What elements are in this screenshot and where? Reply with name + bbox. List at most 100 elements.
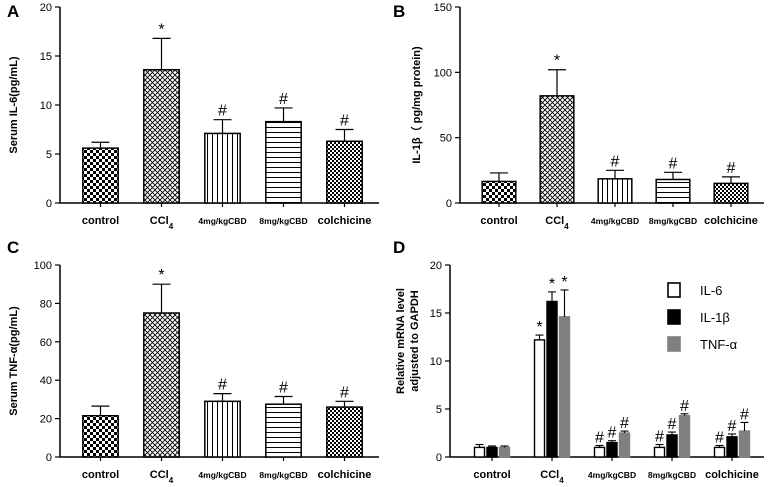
legend-swatch: [667, 309, 681, 325]
y-tick-label: 0: [46, 198, 52, 210]
category-label: colchicine: [318, 215, 372, 227]
y-tick-label: 10: [430, 356, 442, 368]
panel-a: A 0 5 10 15 20 control CCl4 4mg/kgCBD 8mg/kgCBD co…: [7, 2, 379, 231]
bar: [143, 312, 180, 458]
category-label: 4mg/kgCBD: [198, 216, 246, 226]
y-tick-label: 50: [440, 133, 452, 145]
significance-mark: *: [158, 267, 164, 284]
category-label: colchicine: [318, 469, 372, 481]
y-tick-label: 40: [40, 375, 52, 387]
bar: [655, 178, 691, 204]
category-label: 4mg/kgCBD: [588, 470, 636, 480]
category-label: 8mg/kgCBD: [259, 470, 307, 480]
y-tick-label: 20: [430, 260, 442, 272]
category-label: 8mg/kgCBD: [649, 216, 697, 226]
significance-mark: #: [680, 398, 689, 415]
significance-mark: #: [340, 384, 349, 401]
panel-letter: A: [7, 2, 19, 21]
significance-mark: #: [340, 113, 349, 130]
y-axis-label: Serum TNF-α(pg/mL): [8, 306, 20, 416]
bar: [738, 430, 751, 458]
y-tick-label: 5: [46, 149, 52, 161]
y-tick-label: 100: [434, 67, 452, 79]
category-label: control: [82, 215, 119, 227]
significance-mark: #: [669, 155, 678, 172]
category-label: control: [480, 215, 517, 227]
bar: [481, 180, 517, 204]
significance-mark: *: [549, 276, 555, 293]
bar: [265, 120, 302, 204]
significance-mark: #: [727, 160, 736, 177]
legend-label: TNF-α: [700, 337, 738, 352]
legend-swatch: [667, 336, 681, 352]
significance-mark: *: [554, 53, 560, 70]
y-axis-label: IL-1β（ pg/mg protein): [410, 46, 423, 164]
category-label: 4mg/kgCBD: [591, 216, 639, 226]
significance-mark: #: [595, 429, 604, 446]
category-label: 8mg/kgCBD: [259, 216, 307, 226]
bar: [204, 132, 241, 204]
bar: [726, 436, 738, 458]
y-tick-label: 150: [434, 2, 452, 14]
panel-letter: B: [393, 2, 405, 21]
y-axis-label: adjusted to GAPDH: [409, 290, 421, 392]
bar: [539, 95, 575, 204]
category-label: 4mg/kgCBD: [198, 470, 246, 480]
y-axis-label: Relative mRNA level: [395, 288, 407, 394]
category-label: CCl4: [150, 215, 174, 231]
category-label: CCl4: [540, 469, 564, 485]
bar: [533, 339, 546, 458]
bar: [326, 140, 363, 204]
bar: [473, 446, 486, 458]
category-label: CCl4: [150, 469, 174, 485]
bar: [143, 68, 180, 204]
significance-mark: #: [620, 415, 629, 432]
bar: [326, 406, 363, 458]
significance-mark: #: [740, 406, 749, 423]
y-tick-label: 80: [40, 298, 52, 310]
y-tick-label: 20: [40, 2, 52, 14]
panel-c: C 0 20 40 60 80 100 control CCl4 4mg/kgCBD 8mg/kgC…: [7, 238, 379, 485]
category-label: CCl4: [545, 215, 569, 231]
y-tick-label: 0: [46, 452, 52, 464]
y-tick-label: 15: [430, 308, 442, 320]
bar: [653, 446, 666, 458]
legend-swatch: [667, 282, 681, 298]
panel-b: B 0 50 100 150 control CCl4 4mg/kgCBD 8mg/kgCBD c…: [393, 2, 764, 231]
bar: [713, 446, 726, 458]
bar: [82, 414, 119, 458]
category-label: colchicine: [705, 469, 759, 481]
bar: [558, 316, 571, 458]
y-axis-label: Serum IL-6(pg/mL): [8, 56, 20, 154]
significance-mark: *: [561, 274, 567, 291]
significance-mark: *: [158, 21, 164, 38]
bar: [666, 434, 678, 458]
panel-letter: C: [7, 238, 19, 257]
bar: [678, 415, 691, 458]
bar: [498, 446, 511, 458]
y-tick-label: 15: [40, 51, 52, 63]
bar: [606, 441, 618, 458]
category-label: control: [82, 469, 119, 481]
significance-mark: #: [728, 418, 737, 435]
panel-letter: D: [393, 238, 405, 257]
y-tick-label: 20: [40, 414, 52, 426]
significance-mark: #: [715, 429, 724, 446]
bar: [713, 182, 749, 204]
significance-mark: *: [536, 319, 542, 336]
y-tick-label: 10: [40, 100, 52, 112]
category-label: colchicine: [704, 215, 758, 227]
bar: [486, 446, 498, 458]
significance-mark: #: [655, 429, 664, 446]
bar: [82, 147, 119, 204]
y-tick-label: 5: [436, 404, 442, 416]
y-tick-label: 60: [40, 337, 52, 349]
bar: [597, 178, 633, 204]
legend-label: IL-1β: [700, 310, 730, 325]
bar: [265, 403, 302, 458]
y-tick-label: 0: [436, 452, 442, 464]
bar: [593, 446, 606, 458]
bar: [204, 400, 241, 458]
bar: [618, 432, 631, 458]
